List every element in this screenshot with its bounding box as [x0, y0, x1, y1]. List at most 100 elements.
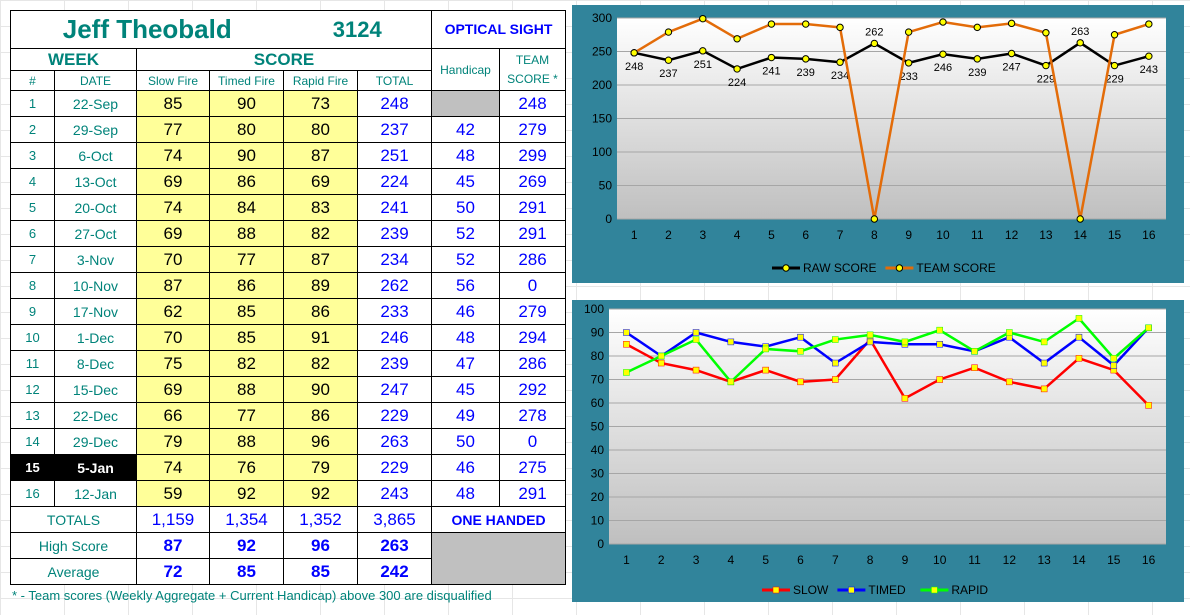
team-score[interactable]: 286 [499, 350, 566, 377]
total-score[interactable]: 224 [357, 168, 432, 195]
week-date[interactable]: 20-Oct [54, 194, 137, 221]
team-score[interactable]: 279 [499, 298, 566, 325]
team-score[interactable]: 292 [499, 376, 566, 403]
timed-fire-score[interactable]: 88 [209, 220, 284, 247]
sight-type-cell[interactable]: OPTICAL SIGHT [431, 10, 566, 49]
week-date[interactable]: 22-Dec [54, 402, 137, 429]
rapid-fire-score[interactable]: 90 [283, 376, 358, 403]
score-chart-panel[interactable]: 0 50 100 150 200 250 300 1 2 3 4 5 6 7 8 9 10 11 12 13 14 15 1… [572, 5, 1184, 283]
rapid-fire-score[interactable]: 87 [283, 142, 358, 169]
slow-fire-score[interactable]: 70 [136, 246, 210, 273]
handicap-value[interactable]: 52 [431, 220, 500, 247]
handicap-value[interactable]: 52 [431, 246, 500, 273]
one-handed-label[interactable]: ONE HANDED [431, 506, 566, 533]
week-date[interactable]: 10-Nov [54, 272, 137, 299]
totals-total[interactable]: 3,865 [357, 506, 432, 533]
week-number[interactable]: 2 [10, 116, 55, 143]
week-date[interactable]: 5-Jan [54, 454, 137, 481]
week-number[interactable]: 7 [10, 246, 55, 273]
timed-fire-score[interactable]: 88 [209, 376, 284, 403]
handicap-value[interactable]: 47 [431, 350, 500, 377]
team-score[interactable]: 286 [499, 246, 566, 273]
timed-fire-header[interactable]: Timed Fire [209, 70, 284, 91]
rapid-fire-score[interactable]: 89 [283, 272, 358, 299]
timed-fire-score[interactable]: 77 [209, 402, 284, 429]
total-score[interactable]: 263 [357, 428, 432, 455]
handicap-value[interactable]: 50 [431, 428, 500, 455]
shooter-name-cell[interactable]: Jeff Theobald [10, 10, 284, 49]
week-number[interactable]: 12 [10, 376, 55, 403]
slow-fire-score[interactable]: 70 [136, 324, 210, 351]
handicap-value[interactable]: 56 [431, 272, 500, 299]
total-score[interactable]: 237 [357, 116, 432, 143]
total-score[interactable]: 239 [357, 350, 432, 377]
week-date[interactable]: 1-Dec [54, 324, 137, 351]
week-date[interactable]: 29-Dec [54, 428, 137, 455]
week-number[interactable]: 8 [10, 272, 55, 299]
team-score[interactable]: 294 [499, 324, 566, 351]
timed-fire-score[interactable]: 77 [209, 246, 284, 273]
rapid-fire-score[interactable]: 80 [283, 116, 358, 143]
week-number[interactable]: 5 [10, 194, 55, 221]
total-score[interactable]: 229 [357, 454, 432, 481]
week-number[interactable]: 11 [10, 350, 55, 377]
timed-fire-score[interactable]: 80 [209, 116, 284, 143]
empty-gray-cell[interactable] [431, 532, 566, 585]
rapid-fire-header[interactable]: Rapid Fire [283, 70, 358, 91]
high-total[interactable]: 263 [357, 532, 432, 559]
avg-timed[interactable]: 85 [209, 558, 284, 585]
week-date[interactable]: 29-Sep [54, 116, 137, 143]
high-timed[interactable]: 92 [209, 532, 284, 559]
rapid-fire-score[interactable]: 83 [283, 194, 358, 221]
num-header[interactable]: # [10, 70, 55, 91]
week-date[interactable]: 8-Dec [54, 350, 137, 377]
slow-fire-score[interactable]: 69 [136, 168, 210, 195]
slow-fire-score[interactable]: 74 [136, 194, 210, 221]
team-score[interactable]: 0 [499, 272, 566, 299]
week-number[interactable]: 3 [10, 142, 55, 169]
handicap-value[interactable]: 50 [431, 194, 500, 221]
slow-fire-score[interactable]: 66 [136, 402, 210, 429]
team-score[interactable]: 299 [499, 142, 566, 169]
week-date[interactable]: 3-Nov [54, 246, 137, 273]
team-score-header[interactable]: TEAM SCORE * [499, 48, 566, 91]
slow-fire-score[interactable]: 77 [136, 116, 210, 143]
handicap-value[interactable] [431, 90, 500, 117]
team-score[interactable]: 291 [499, 220, 566, 247]
timed-fire-score[interactable]: 86 [209, 168, 284, 195]
rapid-fire-score[interactable]: 96 [283, 428, 358, 455]
team-score[interactable]: 291 [499, 194, 566, 221]
total-score[interactable]: 247 [357, 376, 432, 403]
rapid-fire-score[interactable]: 86 [283, 402, 358, 429]
high-score-label[interactable]: High Score [10, 532, 137, 559]
rapid-fire-score[interactable]: 82 [283, 220, 358, 247]
total-score[interactable]: 229 [357, 402, 432, 429]
week-number[interactable]: 10 [10, 324, 55, 351]
timed-fire-score[interactable]: 86 [209, 272, 284, 299]
total-score[interactable]: 246 [357, 324, 432, 351]
handicap-value[interactable]: 46 [431, 298, 500, 325]
week-date[interactable]: 17-Nov [54, 298, 137, 325]
slow-fire-header[interactable]: Slow Fire [136, 70, 210, 91]
total-score[interactable]: 262 [357, 272, 432, 299]
timed-fire-score[interactable]: 76 [209, 454, 284, 481]
week-date[interactable]: 12-Jan [54, 480, 137, 507]
team-score[interactable]: 0 [499, 428, 566, 455]
handicap-value[interactable]: 48 [431, 142, 500, 169]
rapid-fire-score[interactable]: 82 [283, 350, 358, 377]
week-date[interactable]: 6-Oct [54, 142, 137, 169]
week-number[interactable]: 4 [10, 168, 55, 195]
week-date[interactable]: 15-Dec [54, 376, 137, 403]
timed-fire-score[interactable]: 85 [209, 324, 284, 351]
total-score[interactable]: 248 [357, 90, 432, 117]
rapid-fire-score[interactable]: 92 [283, 480, 358, 507]
total-header[interactable]: TOTAL [357, 70, 432, 91]
total-score[interactable]: 234 [357, 246, 432, 273]
timed-fire-score[interactable]: 90 [209, 90, 284, 117]
rapid-fire-score[interactable]: 73 [283, 90, 358, 117]
date-header[interactable]: DATE [54, 70, 137, 91]
slow-fire-score[interactable]: 69 [136, 376, 210, 403]
total-score[interactable]: 233 [357, 298, 432, 325]
team-score[interactable]: 275 [499, 454, 566, 481]
week-number[interactable]: 16 [10, 480, 55, 507]
